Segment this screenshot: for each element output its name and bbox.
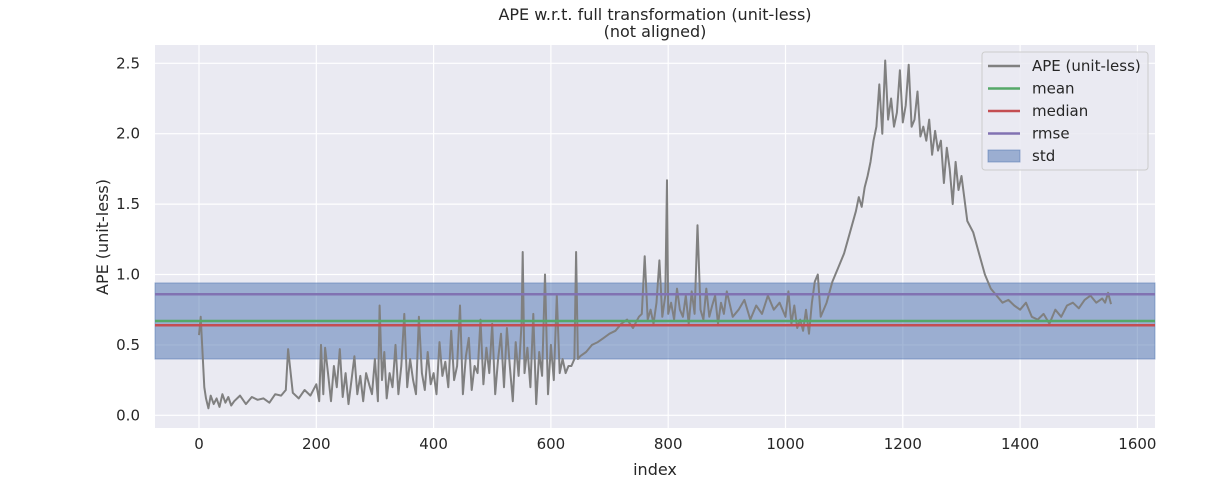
legend-box bbox=[981, 51, 1149, 171]
y-tick-label: 1.5 bbox=[116, 195, 140, 213]
x-tick-label: 800 bbox=[654, 435, 683, 453]
legend: APE (unit-less) mean median rmse std bbox=[981, 51, 1149, 171]
legend-label: mean bbox=[1032, 80, 1075, 98]
x-tick-label: 200 bbox=[302, 435, 331, 453]
x-tick-label: 600 bbox=[537, 435, 566, 453]
x-tick-label: 1600 bbox=[1118, 435, 1156, 453]
y-tick-label: 2.5 bbox=[116, 54, 140, 72]
legend-swatch-std bbox=[987, 149, 1021, 163]
y-tick-label: 2.0 bbox=[116, 125, 140, 143]
legend-label: rmse bbox=[1032, 125, 1070, 143]
y-axis-label: APE (unit-less) bbox=[93, 179, 112, 295]
x-axis-ticks: 0 200 400 600 800 1000 1200 1400 1600 bbox=[194, 435, 1156, 453]
x-tick-label: 400 bbox=[419, 435, 448, 453]
x-axis-label: index bbox=[633, 460, 677, 479]
y-tick-label: 0.0 bbox=[116, 406, 140, 424]
x-tick-label: 1200 bbox=[884, 435, 922, 453]
chart-title: APE w.r.t. full transformation (unit-les… bbox=[498, 5, 811, 24]
grid bbox=[155, 45, 1155, 428]
legend-label: APE (unit-less) bbox=[1032, 57, 1141, 75]
x-tick-label: 0 bbox=[194, 435, 204, 453]
series-layer bbox=[155, 59, 1155, 410]
x-tick-label: 1400 bbox=[1001, 435, 1039, 453]
y-tick-label: 0.5 bbox=[116, 336, 140, 354]
y-tick-label: 1.0 bbox=[116, 266, 140, 284]
chart-subtitle: (not aligned) bbox=[604, 22, 707, 41]
ape-series-line bbox=[198, 59, 1112, 410]
x-tick-label: 1000 bbox=[766, 435, 804, 453]
y-axis-ticks: 0.0 0.5 1.0 1.5 2.0 2.5 bbox=[116, 54, 140, 424]
legend-label: median bbox=[1032, 102, 1088, 120]
legend-label: std bbox=[1032, 147, 1055, 165]
